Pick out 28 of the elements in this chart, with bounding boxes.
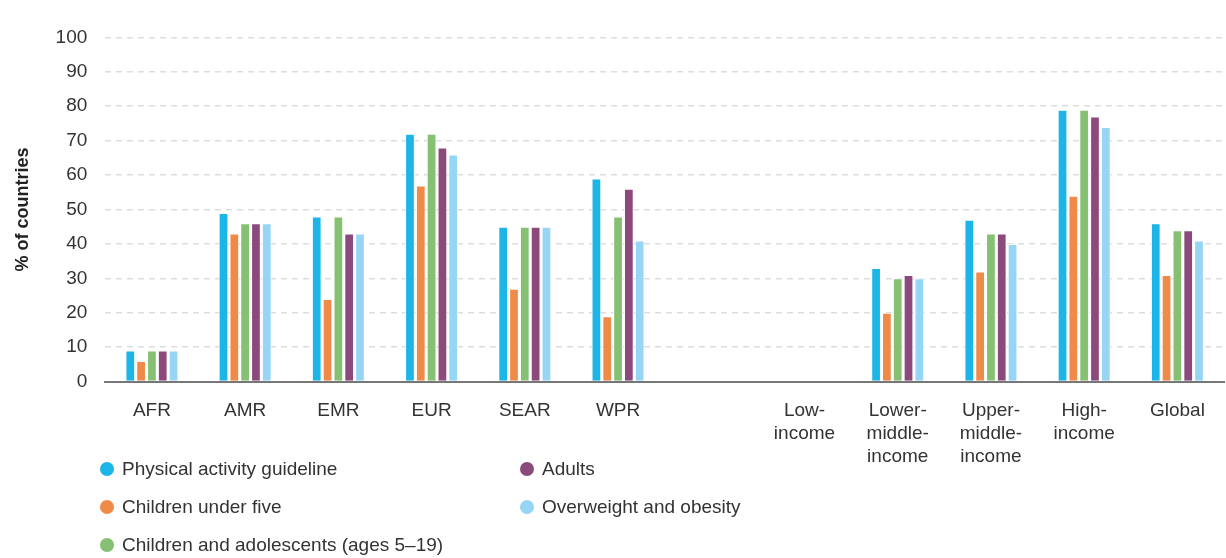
x-tick-label: High-income — [1053, 399, 1115, 444]
x-tick-label: Lower-middle-income — [866, 399, 929, 466]
x-tick-label: Low-income — [773, 399, 836, 444]
y-tick-label: 100 — [55, 25, 88, 47]
x-tick-label: Upper-middle-income — [959, 399, 1023, 466]
x-tick-label: EUR — [411, 399, 452, 421]
y-tick-label: 10 — [66, 335, 88, 357]
y-tick-label: 50 — [66, 197, 88, 219]
y-tick-label: 90 — [66, 60, 88, 82]
legend-label: Overweight and obesity — [542, 496, 741, 518]
y-tick-label: 60 — [66, 163, 88, 185]
x-tick-label: EMR — [317, 399, 360, 421]
x-tick-label: WPR — [595, 399, 641, 421]
y-tick-label: 0 — [76, 369, 88, 391]
y-tick-label: 30 — [66, 266, 88, 288]
x-tick-label: SEAR — [498, 399, 551, 421]
legend-label: Children under five — [122, 496, 282, 518]
y-tick-label: 20 — [66, 300, 88, 322]
y-axis-title: % of countries — [11, 147, 32, 272]
x-tick-label: AFR — [132, 399, 171, 421]
y-tick-label: 40 — [66, 232, 88, 254]
y-tick-label: 80 — [66, 94, 88, 116]
y-tick-label: 70 — [66, 128, 88, 150]
legend-label: Physical activity guideline — [122, 458, 338, 480]
x-tick-label: Global — [1149, 399, 1205, 421]
x-tick-label: AMR — [224, 399, 267, 421]
legend-label: Children and adolescents (ages 5–19) — [122, 534, 444, 556]
legend-label: Adults — [542, 458, 595, 480]
